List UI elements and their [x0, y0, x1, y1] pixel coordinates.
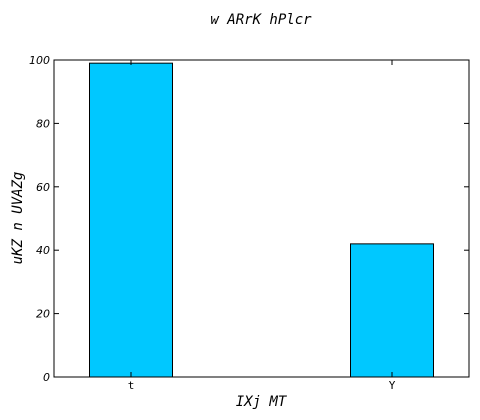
x-tick-label: t — [128, 379, 135, 392]
y-axis-label: uKZ n UVAZg — [10, 172, 26, 265]
bar-t — [89, 62, 173, 378]
x-axis-label: IXj MT — [236, 394, 288, 410]
chart-title: w ARrK hPlcr — [210, 12, 312, 28]
y-axis-ticks: 0 20 40 60 80 100 — [29, 54, 469, 384]
y-tick-label: 60 — [36, 181, 50, 194]
y-tick-label: 40 — [36, 244, 50, 257]
y-tick-label: 100 — [29, 54, 50, 67]
bar-Y — [350, 243, 434, 378]
bars-group — [89, 62, 434, 378]
y-tick-label: 20 — [36, 308, 50, 321]
y-tick-label: 0 — [43, 371, 50, 384]
plot-frame — [53, 59, 470, 378]
x-tick-label: Y — [389, 379, 396, 392]
y-tick-label: 80 — [36, 117, 50, 130]
